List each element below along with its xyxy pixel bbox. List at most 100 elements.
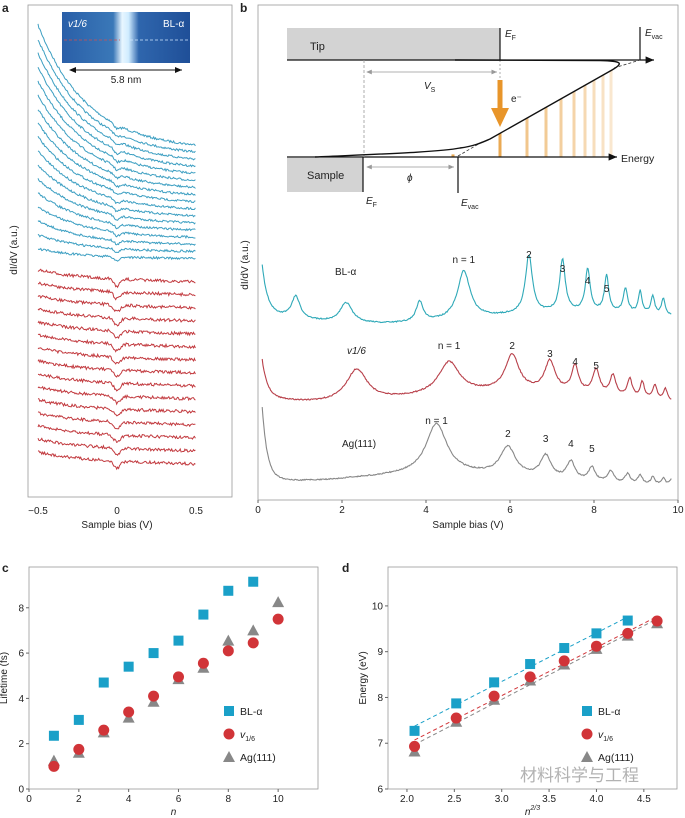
data-point-circle <box>73 743 85 755</box>
legend-label: BL-α <box>598 706 620 718</box>
blue-trace <box>37 220 196 246</box>
data-point-circle <box>247 637 259 649</box>
blue-trace <box>37 164 196 218</box>
ytick-label: 6 <box>377 785 383 796</box>
peak-label: 3 <box>543 434 549 445</box>
sample-ef-label: EF <box>366 196 377 209</box>
blue-trace <box>37 206 196 240</box>
peak-label: 5 <box>589 444 595 455</box>
xtick-label: 3.5 <box>542 794 556 805</box>
energy-diagram: Tip Sample Energy EF Evac EF Evac VS ϕ <box>287 27 663 211</box>
energy-label: Energy <box>621 153 655 165</box>
data-point-circle <box>558 655 570 667</box>
data-point-circle <box>409 740 421 752</box>
peak-label: n = 1 <box>425 416 448 427</box>
peak-label: 4 <box>572 357 578 368</box>
tip-ef-label: EF <box>505 29 516 42</box>
blue-trace <box>37 233 196 254</box>
series-name-label: BL-α <box>335 267 357 278</box>
xtick-label: 2.0 <box>400 794 414 805</box>
a-xtick: 0 <box>114 506 120 517</box>
ytick-label: 10 <box>372 601 384 612</box>
panel-c-letter: c <box>2 561 9 575</box>
inset-left-label: v1/6 <box>68 19 87 30</box>
electron-label: e⁻ <box>511 94 522 105</box>
x-axis-label: n <box>171 807 177 818</box>
data-point-circle <box>622 627 634 639</box>
peak-label: 2 <box>505 429 511 440</box>
legend-label: v1/6 <box>598 729 613 743</box>
sample-block <box>287 158 363 192</box>
xtick-label: 10 <box>273 794 285 805</box>
b-xtick-label: 2 <box>339 505 345 516</box>
scale-label: 5.8 nm <box>111 75 142 86</box>
data-point-circle <box>524 671 536 683</box>
plot-frame <box>28 566 319 790</box>
data-point-circle <box>98 724 110 736</box>
resonance-bar <box>609 70 613 157</box>
xtick-label: 3.0 <box>495 794 509 805</box>
data-point-square <box>451 698 462 709</box>
legend-marker <box>223 751 235 762</box>
red-trace <box>37 423 196 444</box>
data-point-square <box>622 615 633 626</box>
b-ylabel: dI/dV (a.u.) <box>240 240 251 289</box>
blue-trace <box>37 94 196 182</box>
data-point-square <box>98 677 109 688</box>
red-trace <box>37 358 196 378</box>
resonance-bar <box>525 118 529 157</box>
inset-right-label: BL-α <box>163 19 185 30</box>
legend-label: v1/6 <box>240 729 255 743</box>
blue-trace <box>37 52 196 161</box>
data-point-circle <box>488 690 500 702</box>
data-point-circle <box>590 640 602 652</box>
peak-label: 5 <box>604 284 610 295</box>
tip-block <box>287 28 500 60</box>
ytick-label: 4 <box>18 694 24 705</box>
a-xlabel: Sample bias (V) <box>81 520 152 531</box>
blue-trace <box>37 150 196 211</box>
resonance-bar <box>592 80 596 157</box>
panel-b: b Tip Sample Energy EF Evac EF Evac VS ϕ <box>240 1 684 531</box>
fit-line <box>414 616 658 741</box>
red-trace <box>37 333 196 353</box>
peak-label: 2 <box>526 250 532 261</box>
red-trace <box>37 411 196 430</box>
stm-image <box>62 12 190 63</box>
legend-marker <box>223 728 235 740</box>
blue-trace <box>37 135 196 204</box>
ytick-label: 6 <box>18 649 24 660</box>
data-point-square <box>489 677 500 688</box>
xtick-label: 4.0 <box>590 794 604 805</box>
data-point-circle <box>48 760 60 772</box>
data-point-circle <box>450 712 462 724</box>
y-axis-label: Energy (eV) <box>358 651 369 704</box>
red-trace <box>37 347 196 365</box>
peak-label: 3 <box>547 349 553 360</box>
vs-label: VS <box>424 81 436 94</box>
spectrum-0 <box>261 254 672 324</box>
phi-label: ϕ <box>407 173 413 184</box>
watermark: 材料科学与工程 <box>520 766 639 785</box>
a-ylabel: dI/dV (a.u.) <box>9 225 20 274</box>
blue-trace <box>37 39 196 154</box>
red-trace <box>37 268 196 289</box>
data-point-triangle <box>222 634 235 646</box>
data-point-square <box>148 648 159 659</box>
y-axis-label: Lifetime (fs) <box>0 652 10 704</box>
resonance-bar <box>572 91 576 157</box>
peak-label: n = 1 <box>438 341 461 352</box>
b-xtick-label: 0 <box>255 505 261 516</box>
sample-evac-label: Evac <box>461 198 479 211</box>
xtick-label: 2 <box>76 794 82 805</box>
x-axis-label: n2/3 <box>525 805 540 818</box>
red-trace <box>37 398 196 417</box>
ytick-label: 8 <box>18 603 24 614</box>
ytick-label: 2 <box>18 739 24 750</box>
ytick-label: 0 <box>18 785 24 796</box>
a-xtick: 0.5 <box>189 506 203 517</box>
data-point-square <box>198 609 209 620</box>
legend-label: Ag(111) <box>240 752 276 764</box>
data-point-circle <box>272 613 284 625</box>
